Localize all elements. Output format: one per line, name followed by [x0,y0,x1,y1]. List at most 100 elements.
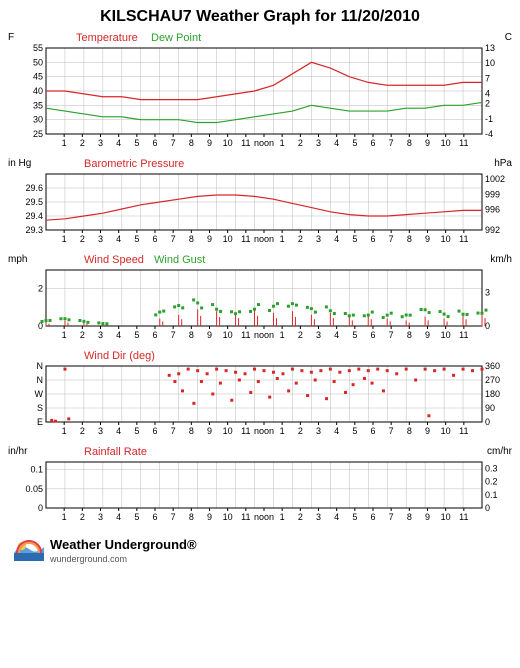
svg-text:4: 4 [116,138,121,148]
svg-text:5: 5 [352,234,357,244]
svg-text:3: 3 [316,234,321,244]
svg-text:8: 8 [189,234,194,244]
svg-text:992: 992 [485,225,500,235]
footer-title: Weather Underground [50,537,187,552]
trademark: ® [187,537,197,552]
svg-text:7: 7 [171,426,176,436]
svg-text:10: 10 [441,234,451,244]
svg-text:2: 2 [485,99,490,109]
svg-text:3: 3 [316,512,321,522]
svg-text:3: 3 [316,330,321,340]
right-unit-label: km/h [490,254,512,265]
svg-text:29.6: 29.6 [25,183,43,193]
svg-text:9: 9 [207,330,212,340]
svg-text:40: 40 [33,86,43,96]
svg-text:11: 11 [459,426,468,436]
legend-wind-gust: Wind Gust [154,254,205,266]
svg-text:7: 7 [389,426,394,436]
svg-text:2: 2 [298,330,303,340]
svg-text:360: 360 [485,361,500,371]
svg-text:2: 2 [80,426,85,436]
svg-text:5: 5 [352,512,357,522]
chart-temp: 25303540455055-4-124710131234567891011no… [6,32,514,152]
svg-text:10: 10 [441,426,451,436]
svg-text:5: 5 [352,330,357,340]
svg-text:10: 10 [223,138,233,148]
right-unit-label: cm/hr [487,446,512,457]
svg-text:noon: noon [254,234,274,244]
svg-text:4: 4 [334,512,339,522]
svg-text:1: 1 [280,138,285,148]
svg-text:E: E [37,417,43,427]
svg-text:8: 8 [407,138,412,148]
right-unit-label: hPa [494,158,512,169]
svg-text:1002: 1002 [485,174,505,184]
svg-text:10: 10 [441,330,451,340]
svg-text:2: 2 [38,284,43,294]
svg-text:5: 5 [352,138,357,148]
svg-text:90: 90 [485,403,495,413]
svg-text:7: 7 [389,512,394,522]
svg-text:4: 4 [334,330,339,340]
svg-text:3: 3 [485,287,490,297]
svg-text:10: 10 [223,512,233,522]
svg-text:11: 11 [241,234,250,244]
svg-text:8: 8 [189,512,194,522]
svg-text:10: 10 [223,234,233,244]
left-unit-label: in Hg [8,158,31,169]
svg-text:4: 4 [334,426,339,436]
svg-text:3: 3 [98,138,103,148]
svg-text:4: 4 [334,234,339,244]
svg-text:2: 2 [298,234,303,244]
svg-text:5: 5 [352,426,357,436]
svg-text:4: 4 [116,234,121,244]
svg-text:0: 0 [485,321,490,331]
chart-winddir: ESWNN0901802703601234567891011noon123456… [6,350,514,440]
svg-text:8: 8 [189,138,194,148]
svg-text:7: 7 [171,234,176,244]
legend-barometric-pressure: Barometric Pressure [84,158,184,170]
chart-wind: 02031234567891011noon1234567891011 [6,254,514,344]
svg-text:999: 999 [485,189,500,199]
svg-text:35: 35 [33,100,43,110]
svg-text:-4: -4 [485,129,493,139]
svg-text:9: 9 [207,234,212,244]
svg-text:180: 180 [485,389,500,399]
svg-text:2: 2 [80,138,85,148]
footer: Weather Underground® wunderground.com [6,532,514,568]
svg-text:45: 45 [33,72,43,82]
svg-text:9: 9 [425,138,430,148]
footer-sub: wunderground.com [50,554,197,564]
right-unit-label: C [505,32,512,43]
legend-wind-dir-deg-: Wind Dir (deg) [84,350,155,362]
svg-text:2: 2 [80,512,85,522]
svg-text:3: 3 [98,512,103,522]
svg-text:270: 270 [485,375,500,385]
svg-text:4: 4 [485,89,490,99]
svg-text:7: 7 [171,330,176,340]
svg-text:6: 6 [152,512,157,522]
svg-text:0.05: 0.05 [25,484,43,494]
svg-text:13: 13 [485,43,495,53]
svg-text:7: 7 [171,512,176,522]
svg-text:10: 10 [441,138,451,148]
svg-text:29.4: 29.4 [25,211,43,221]
svg-text:4: 4 [116,426,121,436]
svg-text:6: 6 [370,512,375,522]
svg-text:11: 11 [459,234,468,244]
svg-text:4: 4 [334,138,339,148]
svg-text:3: 3 [98,234,103,244]
svg-text:5: 5 [134,234,139,244]
page-title: KILSCHAU7 Weather Graph for 11/20/2010 [6,8,514,26]
svg-text:0.1: 0.1 [485,490,498,500]
left-unit-label: mph [8,254,27,265]
svg-text:N: N [37,375,44,385]
svg-text:0.3: 0.3 [485,464,498,474]
svg-text:3: 3 [98,426,103,436]
svg-text:6: 6 [152,234,157,244]
svg-text:noon: noon [254,512,274,522]
svg-text:4: 4 [116,330,121,340]
legend-wind-speed: Wind Speed [84,254,144,266]
panel-baro: in HghPaBarometric Pressure29.329.429.52… [6,158,514,248]
svg-text:9: 9 [425,234,430,244]
